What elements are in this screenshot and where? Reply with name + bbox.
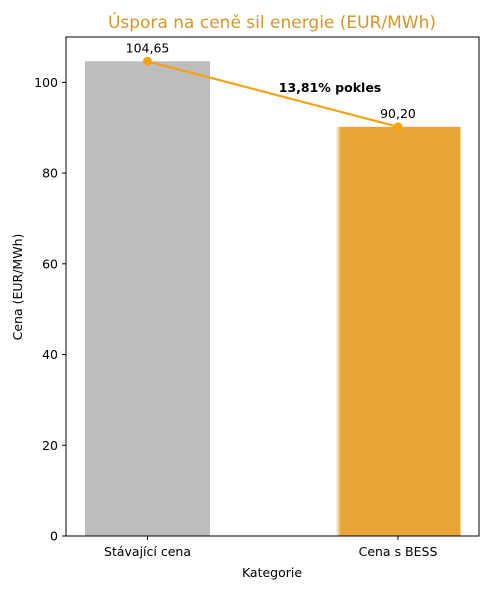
trend-point-2 — [393, 122, 403, 132]
y-axis: 0 20 40 60 80 100 — [34, 75, 66, 544]
plot-frame — [65, 36, 480, 537]
y-tick-label: 80 — [42, 166, 58, 181]
x-axis: Stávající cena Cena s BESS — [104, 536, 437, 559]
y-axis-label: Cena (EUR/MWh) — [10, 234, 25, 341]
x-tick-label: Cena s BESS — [359, 544, 438, 559]
y-tick-label: 20 — [42, 438, 58, 453]
x-tick-label: Stávající cena — [104, 544, 191, 559]
y-tick-label: 100 — [34, 75, 58, 90]
trend-line-layer — [143, 56, 403, 132]
decrease-annotation: 13,81% pokles — [279, 80, 381, 95]
bar-bess-price — [335, 126, 461, 536]
bar-current-price — [85, 61, 210, 537]
x-axis-label: Kategorie — [242, 565, 302, 580]
value-label: 90,20 — [380, 106, 416, 121]
value-label: 104,65 — [126, 40, 170, 55]
chart-title: Úspora na ceně sil energie (EUR/MWh) — [108, 11, 436, 33]
y-tick-label: 60 — [42, 256, 58, 271]
data-labels-layer: 104,65 90,20 — [126, 40, 416, 121]
trend-point-1 — [143, 56, 152, 66]
bars-layer — [85, 61, 461, 537]
y-tick-label: 40 — [42, 347, 58, 362]
y-tick-label: 0 — [50, 529, 58, 544]
trend-line — [147, 60, 399, 128]
